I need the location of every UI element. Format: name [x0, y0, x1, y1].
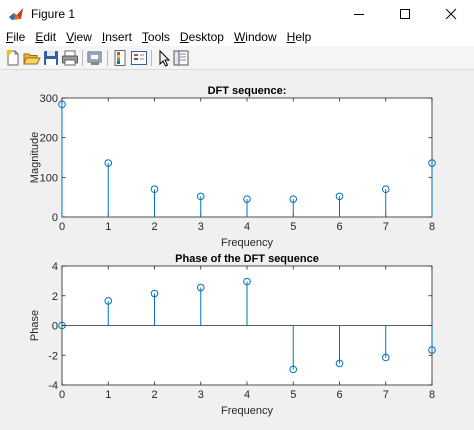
stem-marker — [381, 185, 390, 194]
y-tick-label: 4 — [52, 261, 58, 273]
x-tick-label: 3 — [198, 389, 204, 401]
x-tick-label: 0 — [59, 389, 65, 401]
stem-marker — [150, 185, 159, 194]
stem-marker — [381, 353, 390, 362]
stem-marker — [289, 365, 298, 374]
y-tick-label: -4 — [48, 380, 58, 392]
edit-plot-icon[interactable] — [155, 49, 173, 67]
x-tick-label: 4 — [244, 389, 250, 401]
x-tick-label: 6 — [336, 389, 342, 401]
menu-insert[interactable]: Insert — [101, 30, 132, 44]
toolbar-separator — [151, 50, 152, 66]
stem-marker — [428, 159, 436, 167]
x-tick-label: 5 — [290, 221, 296, 233]
x-tick-label: 5 — [290, 389, 296, 401]
maximize-button[interactable] — [382, 0, 428, 28]
toolbar-separator — [107, 50, 108, 66]
stem-marker — [335, 192, 344, 201]
matlab-figure-icon — [9, 8, 23, 20]
x-tick-label: 0 — [59, 221, 65, 233]
save-icon[interactable] — [42, 49, 60, 67]
insert-legend-icon[interactable] — [130, 49, 148, 67]
figure-canvas: 0 1 2 3 4 5 6 7 8 0 100 200 300 DFT sequence: Frequenc… — [0, 70, 474, 425]
y-tick-label: 200 — [40, 133, 58, 145]
menu-file[interactable]: File — [6, 30, 26, 44]
print-icon[interactable] — [61, 49, 79, 67]
x-tick-label: 3 — [198, 221, 204, 233]
axes-box — [61, 97, 433, 218]
minimize-button[interactable] — [336, 0, 382, 28]
y-axis-label: Phase — [29, 310, 41, 341]
stem-marker — [289, 195, 298, 203]
stem-marker — [196, 192, 205, 201]
close-icon — [445, 8, 457, 20]
stem-marker — [428, 346, 436, 354]
x-axis-label: Frequency — [221, 405, 273, 417]
menu-desktop[interactable]: Desktop — [179, 30, 224, 44]
stem-marker — [58, 321, 66, 330]
x-tick-label: 8 — [429, 389, 435, 401]
stem-marker — [196, 283, 205, 292]
x-tick-label: 7 — [383, 389, 389, 401]
y-tick-label: 0 — [52, 212, 58, 224]
phase-axes: 0 1 2 3 4 5 6 7 8 -4 -2 0 2 4 Phase of the DFT sequenc… — [29, 253, 436, 417]
window-title: Figure 1 — [31, 7, 76, 21]
y-tick-label: 100 — [40, 172, 58, 184]
chart-title: Phase of the DFT sequence — [175, 253, 319, 265]
y-tick-label: 2 — [52, 291, 58, 303]
chart-title: DFT sequence: — [208, 85, 287, 97]
y-tick-label: 300 — [40, 93, 58, 105]
x-tick-label: 2 — [151, 221, 157, 233]
close-button[interactable] — [428, 0, 474, 28]
link-plot-icon[interactable] — [86, 49, 104, 67]
menu-help[interactable]: Help — [286, 30, 312, 44]
x-tick-label: 1 — [105, 221, 111, 233]
menu-tools[interactable]: Tools — [141, 30, 170, 44]
menu-edit[interactable]: Edit — [35, 30, 57, 44]
stem-marker — [150, 289, 159, 298]
minimize-icon — [354, 14, 364, 15]
window-controls — [336, 0, 474, 28]
stem-marker — [104, 159, 113, 167]
magnitude-axes: 0 1 2 3 4 5 6 7 8 0 100 200 300 DFT sequence: Frequenc… — [29, 85, 436, 249]
x-tick-label: 4 — [244, 221, 250, 233]
toolbar — [0, 46, 474, 70]
stem-marker — [58, 100, 66, 109]
menu-bar: File Edit View Insert Tools Desktop Wind… — [0, 28, 474, 46]
stem-marker — [243, 195, 251, 203]
open-file-icon[interactable] — [23, 49, 41, 67]
x-axis-label: Frequency — [221, 237, 273, 249]
insert-colorbar-icon[interactable] — [111, 49, 129, 67]
property-inspector-icon[interactable] — [172, 49, 190, 67]
maximize-icon — [400, 9, 410, 19]
y-axis-label: Magnitude — [29, 132, 41, 183]
x-tick-label: 2 — [151, 389, 157, 401]
new-figure-icon[interactable] — [4, 49, 22, 67]
y-tick-label: -2 — [48, 350, 58, 362]
menu-window[interactable]: Window — [233, 30, 277, 44]
menu-view[interactable]: View — [66, 30, 92, 44]
stem-marker — [243, 277, 251, 286]
stem-marker — [104, 297, 113, 305]
y-tick-label: 0 — [52, 321, 58, 333]
x-tick-label: 7 — [383, 221, 389, 233]
stem-marker — [335, 359, 344, 368]
toolbar-separator — [82, 50, 83, 66]
x-tick-label: 6 — [336, 221, 342, 233]
x-tick-label: 8 — [429, 221, 435, 233]
title-bar: Figure 1 — [0, 0, 474, 28]
x-tick-label: 1 — [105, 389, 111, 401]
